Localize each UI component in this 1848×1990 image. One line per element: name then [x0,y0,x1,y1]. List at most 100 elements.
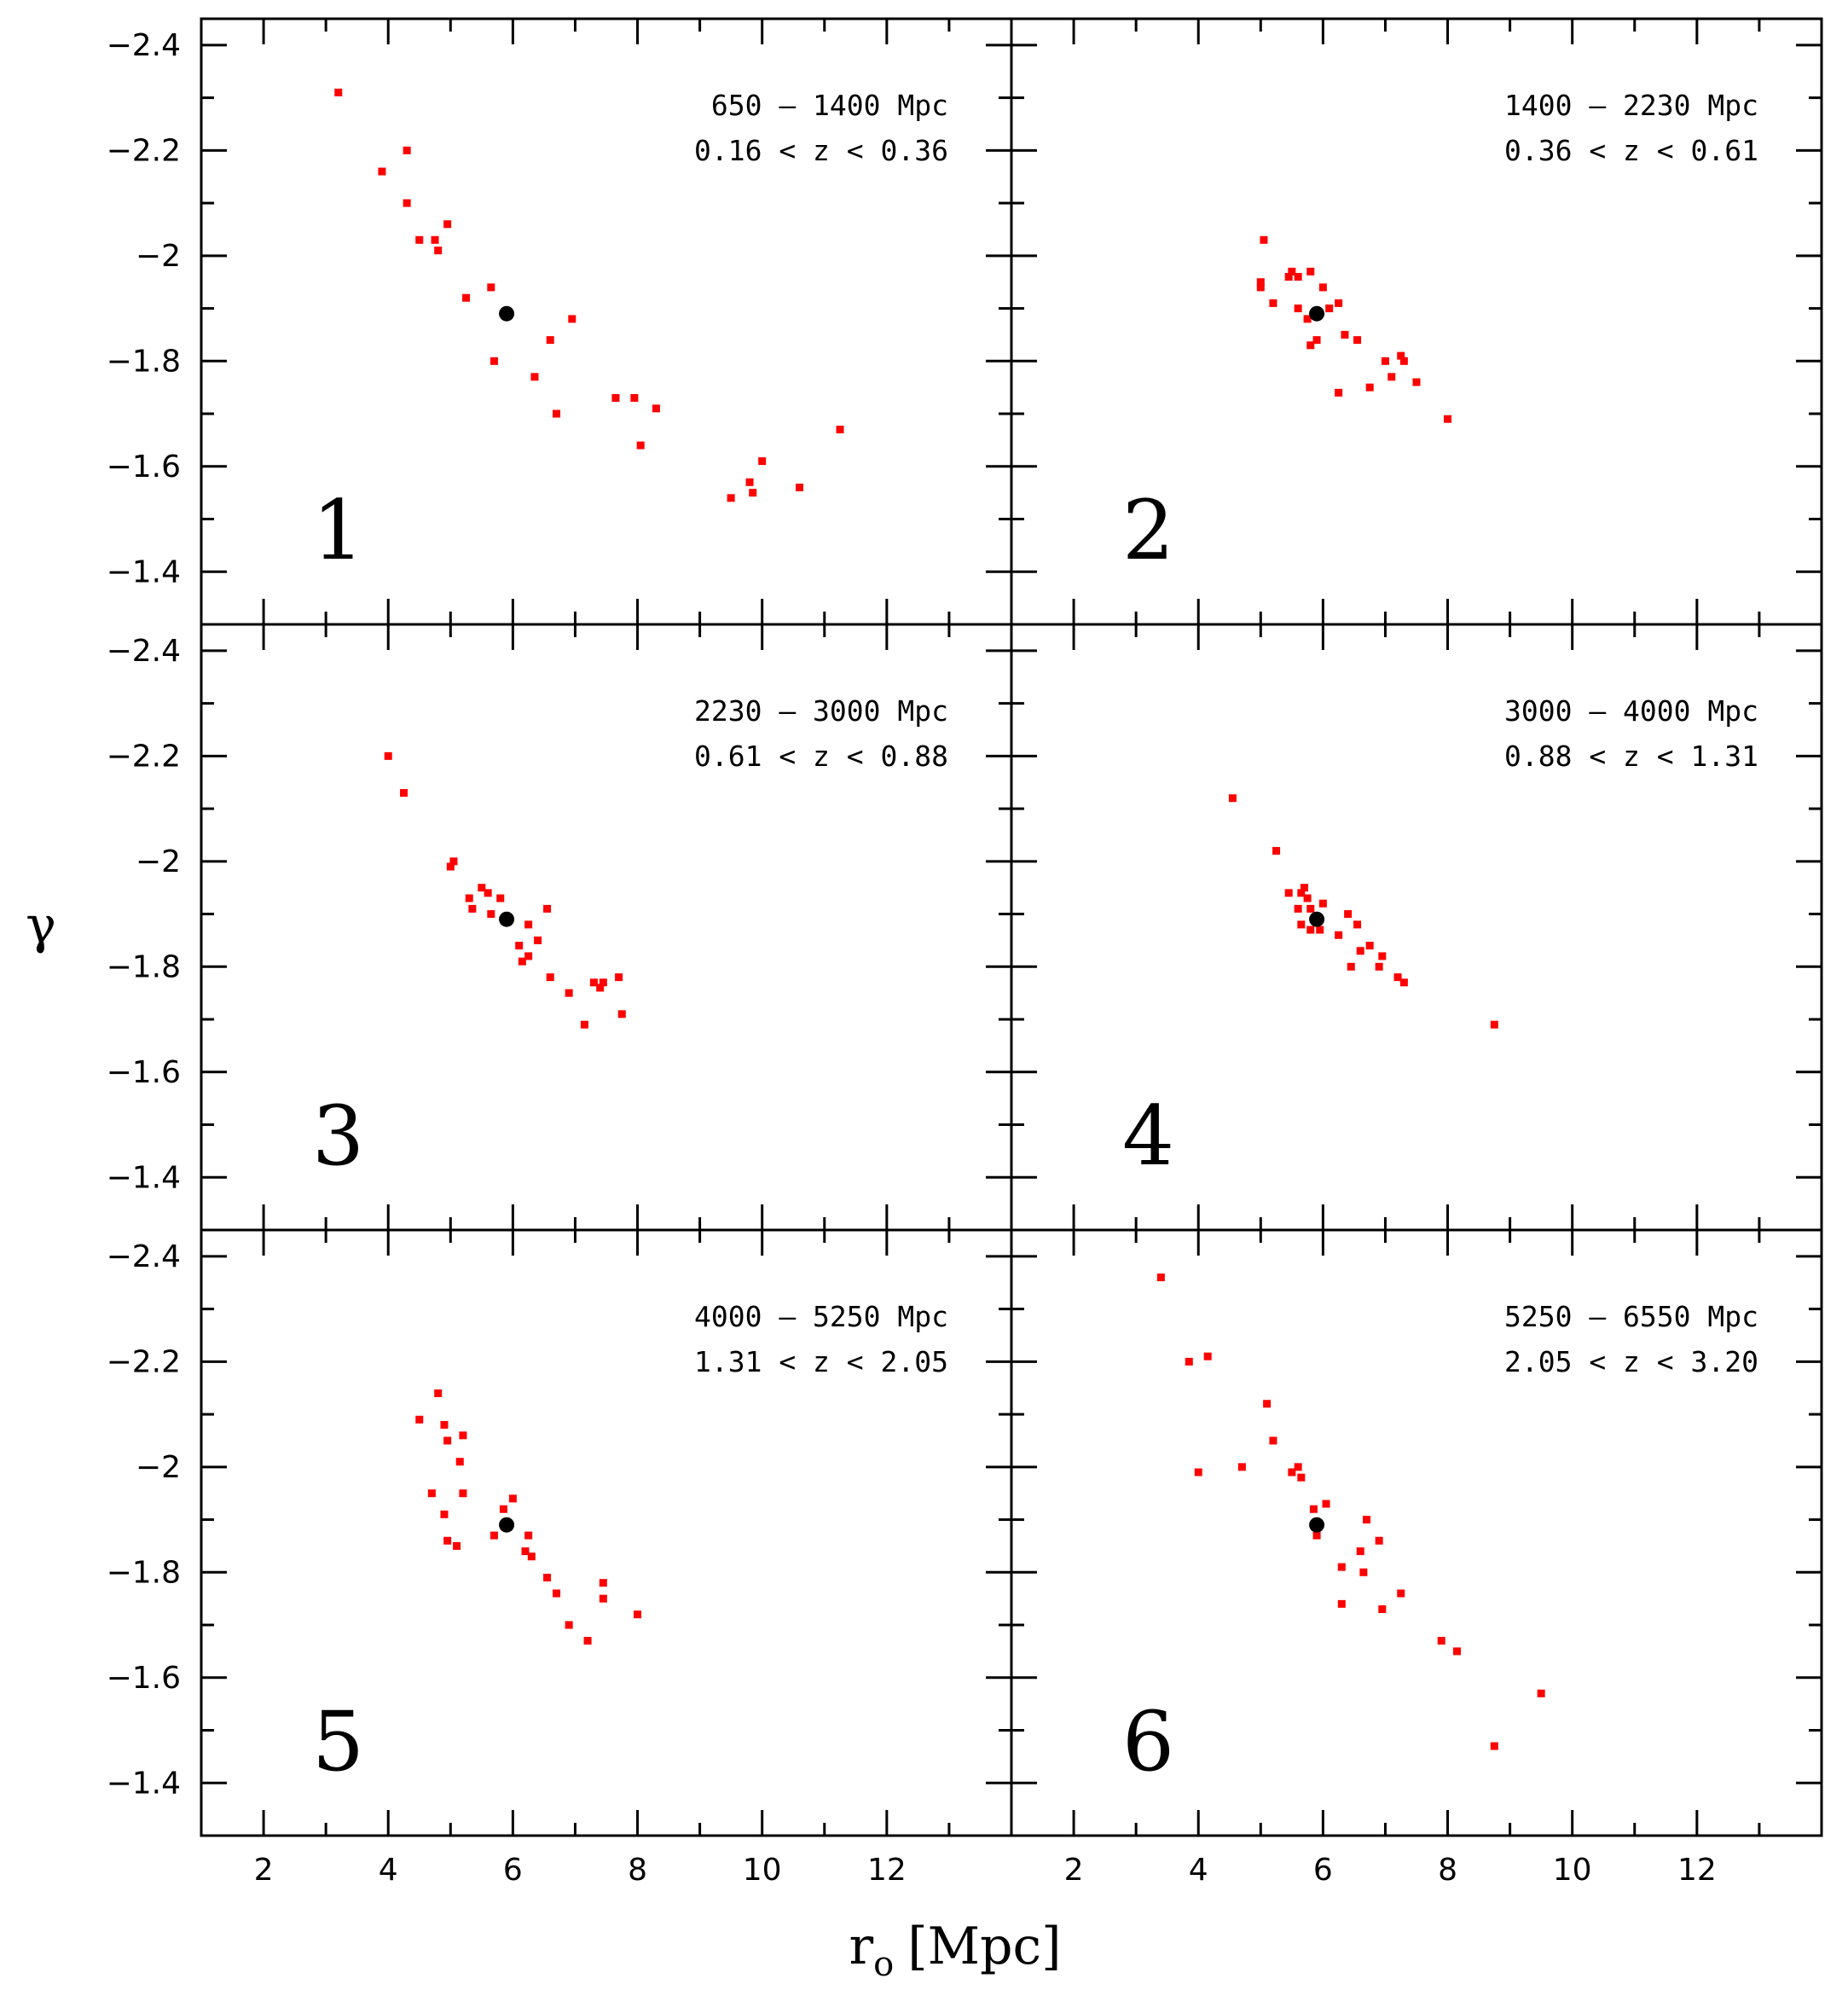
data-point [455,1458,464,1466]
data-point [1237,1463,1246,1471]
data-point [490,357,498,365]
data-point [1353,920,1362,929]
data-point [1263,1400,1272,1408]
data-point [515,942,524,950]
data-point [1490,1742,1498,1750]
y-tick-label: −2.2 [107,133,181,168]
reference-point [499,305,515,322]
y-tick-label: −2.4 [107,634,181,669]
data-point [446,862,455,871]
data-point [524,920,533,929]
data-point [1356,1547,1364,1556]
data-point [434,247,443,255]
panel-3: 2230 – 3000 Mpc 0.61 < z < 0.88 3 [200,623,1013,1232]
reference-point [1309,305,1325,322]
data-point [1322,1500,1330,1508]
y-tick-label: −2.4 [107,1239,181,1274]
data-point [1356,947,1364,955]
panel-number: 1 [312,483,364,578]
panel-z-label: 0.36 < z < 0.61 [1504,134,1758,167]
y-tick-label: −1.4 [107,554,181,589]
data-point [553,409,561,418]
data-point [1203,1352,1212,1361]
data-point [1412,378,1421,386]
panel-4: 3000 – 4000 Mpc 0.88 < z < 1.31 4 [1010,623,1823,1232]
y-tick-label: −1.6 [107,1661,181,1696]
x-tick-label: 2 [1064,1853,1084,1888]
y-tick-label: −2 [136,844,181,879]
data-point [403,199,411,207]
data-point [589,978,598,987]
data-point [836,426,844,434]
data-point [524,1531,533,1540]
data-point [1256,283,1265,292]
reference-point [1309,911,1325,927]
y-tick-label: −2.2 [107,739,181,774]
data-point [465,894,473,902]
data-point [617,1010,626,1018]
x-tick-label: 8 [1438,1853,1457,1888]
data-point [1490,1020,1498,1029]
reference-point [499,1517,515,1533]
data-point [499,1505,507,1513]
data-point [1453,1647,1461,1656]
x-tick-label: 8 [628,1853,647,1888]
data-point [1437,1637,1445,1645]
x-tick-label: 10 [743,1853,782,1888]
data-point [459,1431,467,1440]
data-point [1269,299,1277,307]
data-point [596,983,605,992]
panel-frame [1010,1228,1823,1837]
data-point [434,1389,443,1397]
data-point [449,857,458,866]
data-point [1375,962,1383,971]
data-point [487,283,495,292]
data-point [1288,267,1296,276]
data-point [1284,889,1293,897]
panel-2: 1400 – 2230 Mpc 0.36 < z < 0.61 2 [1010,17,1823,626]
data-point [1288,1468,1296,1477]
y-axis-title: γ [26,896,56,955]
x-axis-title-unit: [Mpc] [907,1917,1061,1976]
data-point [400,789,408,798]
data-point [415,235,424,244]
panel-z-label: 0.61 < z < 0.88 [694,740,948,773]
data-point [1378,952,1387,960]
y-tick-label: −1.6 [107,1055,181,1090]
y-tick-label: −1.8 [107,1555,181,1590]
y-tick-label: −1.8 [107,949,181,984]
data-point [615,973,623,982]
x-tick-label: 2 [254,1853,274,1888]
data-point [453,1541,461,1550]
data-point [1284,273,1293,281]
data-point [1318,283,1327,292]
data-point [521,1547,530,1556]
x-axis-title-main: r [849,1917,873,1976]
data-point [1399,978,1408,987]
data-point [1294,305,1302,313]
data-point [1347,962,1355,971]
data-point [443,1536,452,1545]
data-point [1194,1468,1202,1477]
x-tick-label: 4 [379,1853,398,1888]
data-point [796,483,804,491]
data-point [599,1579,607,1587]
panel-range-label: 5250 – 6550 Mpc [1504,1300,1758,1333]
x-tick-label: 12 [1677,1853,1717,1888]
data-point [1303,894,1312,902]
data-point [543,1573,552,1581]
data-point [553,1589,561,1598]
reference-point [499,911,515,927]
data-point [415,1415,424,1424]
data-point [1272,846,1281,855]
x-tick-label: 12 [867,1853,907,1888]
data-point [546,973,554,982]
data-point [565,1621,573,1629]
y-tick-label: −2.2 [107,1344,181,1379]
data-point [1297,920,1306,929]
x-tick-label: 6 [503,1853,523,1888]
data-point [652,404,660,413]
data-point [518,957,526,966]
data-point [1341,330,1349,339]
data-point [490,1531,498,1540]
